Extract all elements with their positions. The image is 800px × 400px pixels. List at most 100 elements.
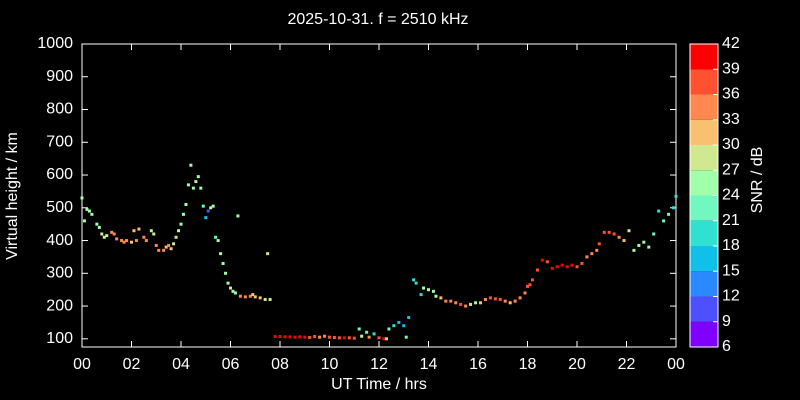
point — [657, 209, 661, 213]
point — [459, 302, 463, 306]
point — [662, 219, 666, 223]
x-axis-label: UT Time / hrs — [331, 376, 427, 393]
point — [189, 163, 193, 167]
point — [464, 304, 468, 308]
point — [422, 286, 426, 290]
point — [597, 242, 601, 246]
point — [298, 335, 302, 339]
point — [263, 298, 267, 302]
point — [137, 227, 141, 231]
point — [144, 239, 148, 243]
point — [102, 235, 106, 239]
colorbar-bin — [690, 195, 718, 221]
point — [303, 335, 307, 339]
point — [216, 239, 220, 243]
point — [647, 245, 651, 249]
point — [595, 248, 599, 252]
point — [523, 291, 527, 295]
point — [342, 336, 346, 340]
x-tick-label: 00 — [73, 356, 91, 373]
point — [352, 336, 356, 340]
point — [503, 299, 507, 303]
x-tick-label: 04 — [172, 356, 190, 373]
point — [513, 299, 517, 303]
point — [360, 334, 364, 338]
y-axis-label: Virtual height / km — [4, 132, 21, 260]
point — [154, 243, 158, 247]
colorbar-bin — [690, 44, 718, 70]
point — [157, 248, 161, 252]
x-tick-label: 18 — [519, 356, 537, 373]
x-tick-label: 12 — [370, 356, 388, 373]
point — [637, 243, 641, 247]
point — [283, 335, 287, 339]
point — [622, 239, 626, 243]
point — [186, 183, 190, 187]
point — [233, 291, 237, 295]
colorbar-tick-label: 33 — [722, 111, 740, 128]
point — [469, 302, 473, 306]
point — [444, 299, 448, 303]
point — [617, 235, 621, 239]
point — [545, 260, 549, 264]
colorbar-bin — [690, 271, 718, 297]
point — [238, 294, 242, 298]
point — [585, 255, 589, 259]
point — [112, 232, 116, 236]
point — [332, 336, 336, 340]
point — [627, 229, 631, 233]
point — [231, 289, 235, 293]
point — [550, 266, 554, 270]
point — [219, 252, 223, 256]
point — [214, 235, 218, 239]
point — [248, 294, 252, 298]
point — [372, 332, 376, 336]
point — [427, 288, 430, 292]
colorbar-bin — [690, 296, 718, 322]
point — [169, 247, 173, 251]
point — [404, 335, 408, 339]
point — [100, 232, 104, 236]
x-tick-label: 10 — [321, 356, 339, 373]
point — [134, 239, 138, 243]
point — [357, 327, 361, 331]
point — [402, 324, 406, 328]
point — [184, 203, 188, 207]
y-tick-label: 400 — [46, 232, 73, 249]
point — [419, 293, 423, 297]
point — [498, 298, 502, 302]
point — [570, 263, 574, 267]
point — [575, 265, 579, 269]
point — [251, 293, 255, 297]
point — [382, 337, 386, 341]
point — [607, 230, 611, 234]
point — [508, 301, 512, 305]
point — [132, 229, 136, 233]
point — [674, 194, 678, 198]
point — [110, 230, 114, 234]
point — [177, 229, 181, 233]
y-tick-label: 200 — [46, 297, 73, 314]
colorbar-tick-label: 27 — [722, 161, 740, 178]
point — [367, 335, 371, 339]
x-tick-label: 22 — [618, 356, 636, 373]
point — [194, 180, 198, 184]
point — [528, 283, 532, 287]
point — [439, 296, 443, 300]
point — [199, 186, 203, 190]
x-tick-label: 06 — [222, 356, 240, 373]
point — [120, 239, 124, 243]
point — [434, 294, 438, 298]
point — [258, 296, 262, 300]
point — [273, 335, 277, 339]
point — [535, 268, 539, 272]
point — [243, 295, 247, 299]
point — [167, 243, 171, 247]
point — [211, 204, 215, 208]
point — [122, 240, 126, 244]
x-tick-label: 16 — [469, 356, 487, 373]
point — [224, 271, 228, 275]
point — [181, 212, 185, 216]
colorbar-bin — [690, 170, 718, 196]
